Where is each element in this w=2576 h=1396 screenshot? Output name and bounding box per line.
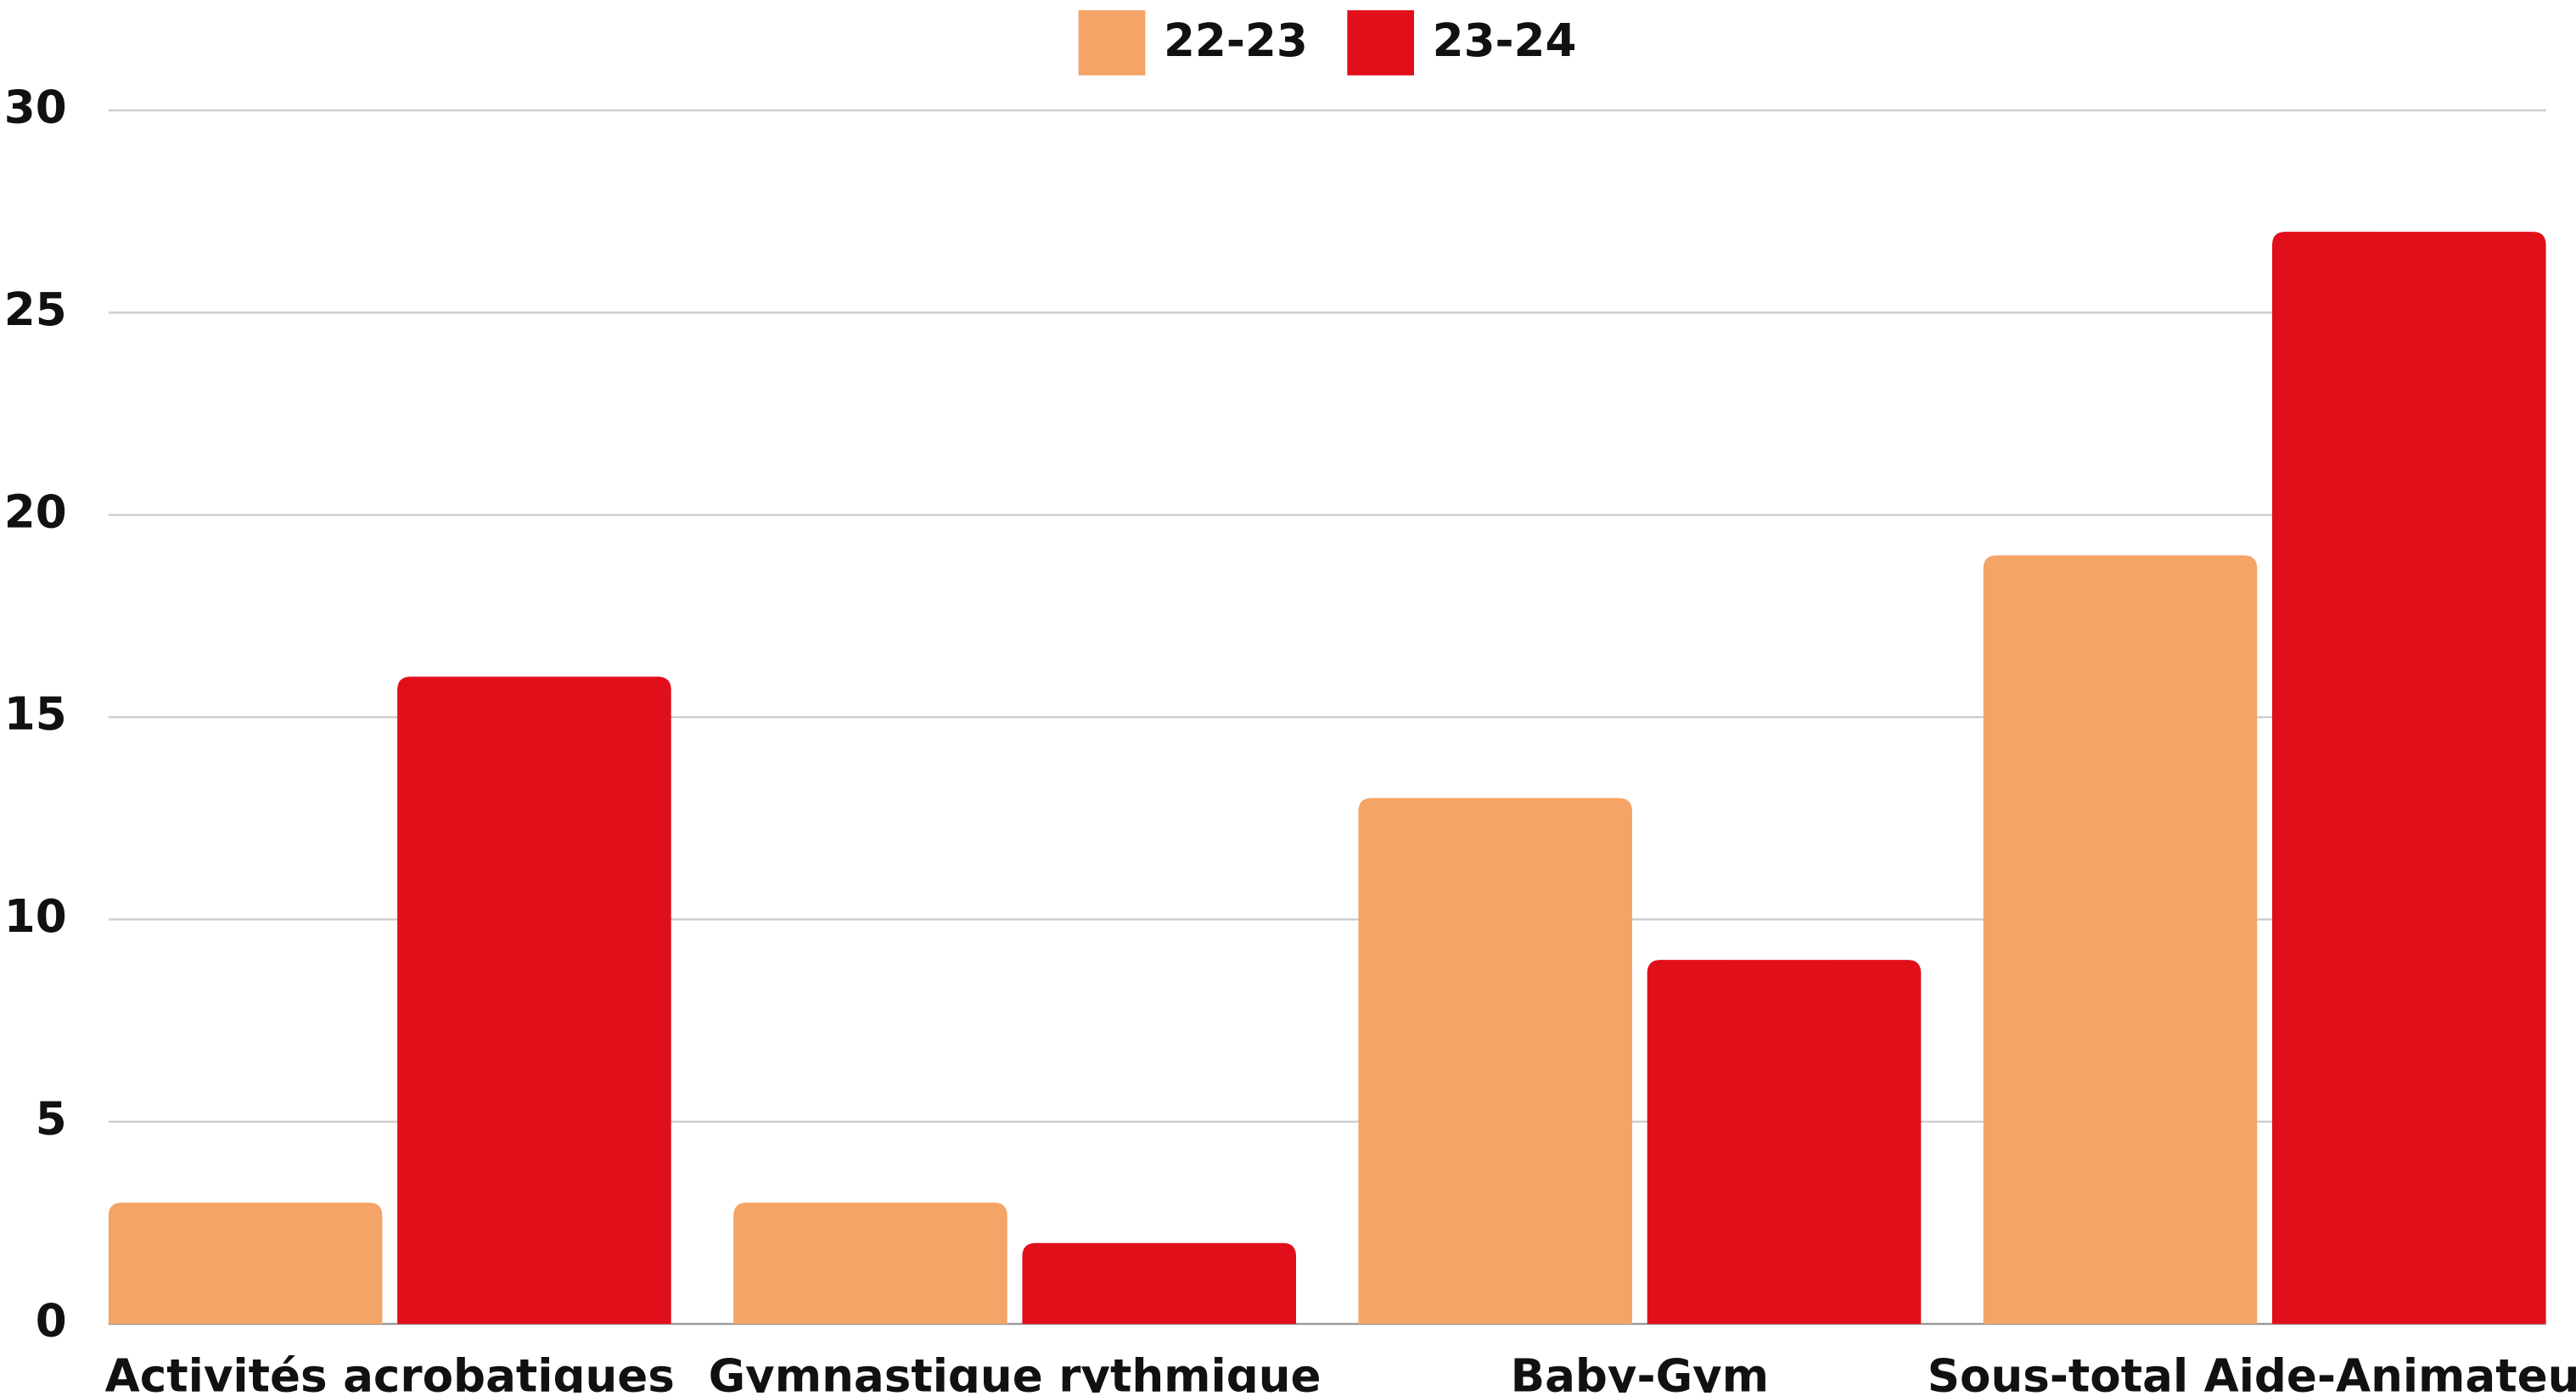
y-tick-label: 0 [36,1295,67,1348]
bar [1358,798,1633,1325]
bar [397,676,671,1325]
x-tick-label: Gymnastique rythmique [709,1350,1322,1393]
bar [1022,1242,1297,1325]
bar [1647,960,1922,1325]
legend-label: 23-24 [1433,14,1577,67]
bar [2272,232,2546,1325]
legend-label: 22-23 [1164,14,1308,67]
y-tick-label: 30 [4,81,67,134]
y-tick-label: 25 [4,283,67,336]
legend-swatch [1347,10,1415,76]
y-tick-label: 5 [36,1092,67,1145]
bar [1983,555,2258,1325]
y-tick-label: 10 [4,890,67,943]
bar [733,1203,1007,1325]
x-tick-label: Sous-total Aide-Animateur [1928,1350,2576,1393]
y-tick-label: 20 [4,485,67,538]
legend-swatch [1078,10,1146,76]
x-tick-label: Activités acrobatiques [105,1350,675,1393]
bar [108,1203,383,1325]
x-tick-label: Baby-Gym [1511,1350,1769,1393]
y-tick-label: 15 [4,688,67,741]
